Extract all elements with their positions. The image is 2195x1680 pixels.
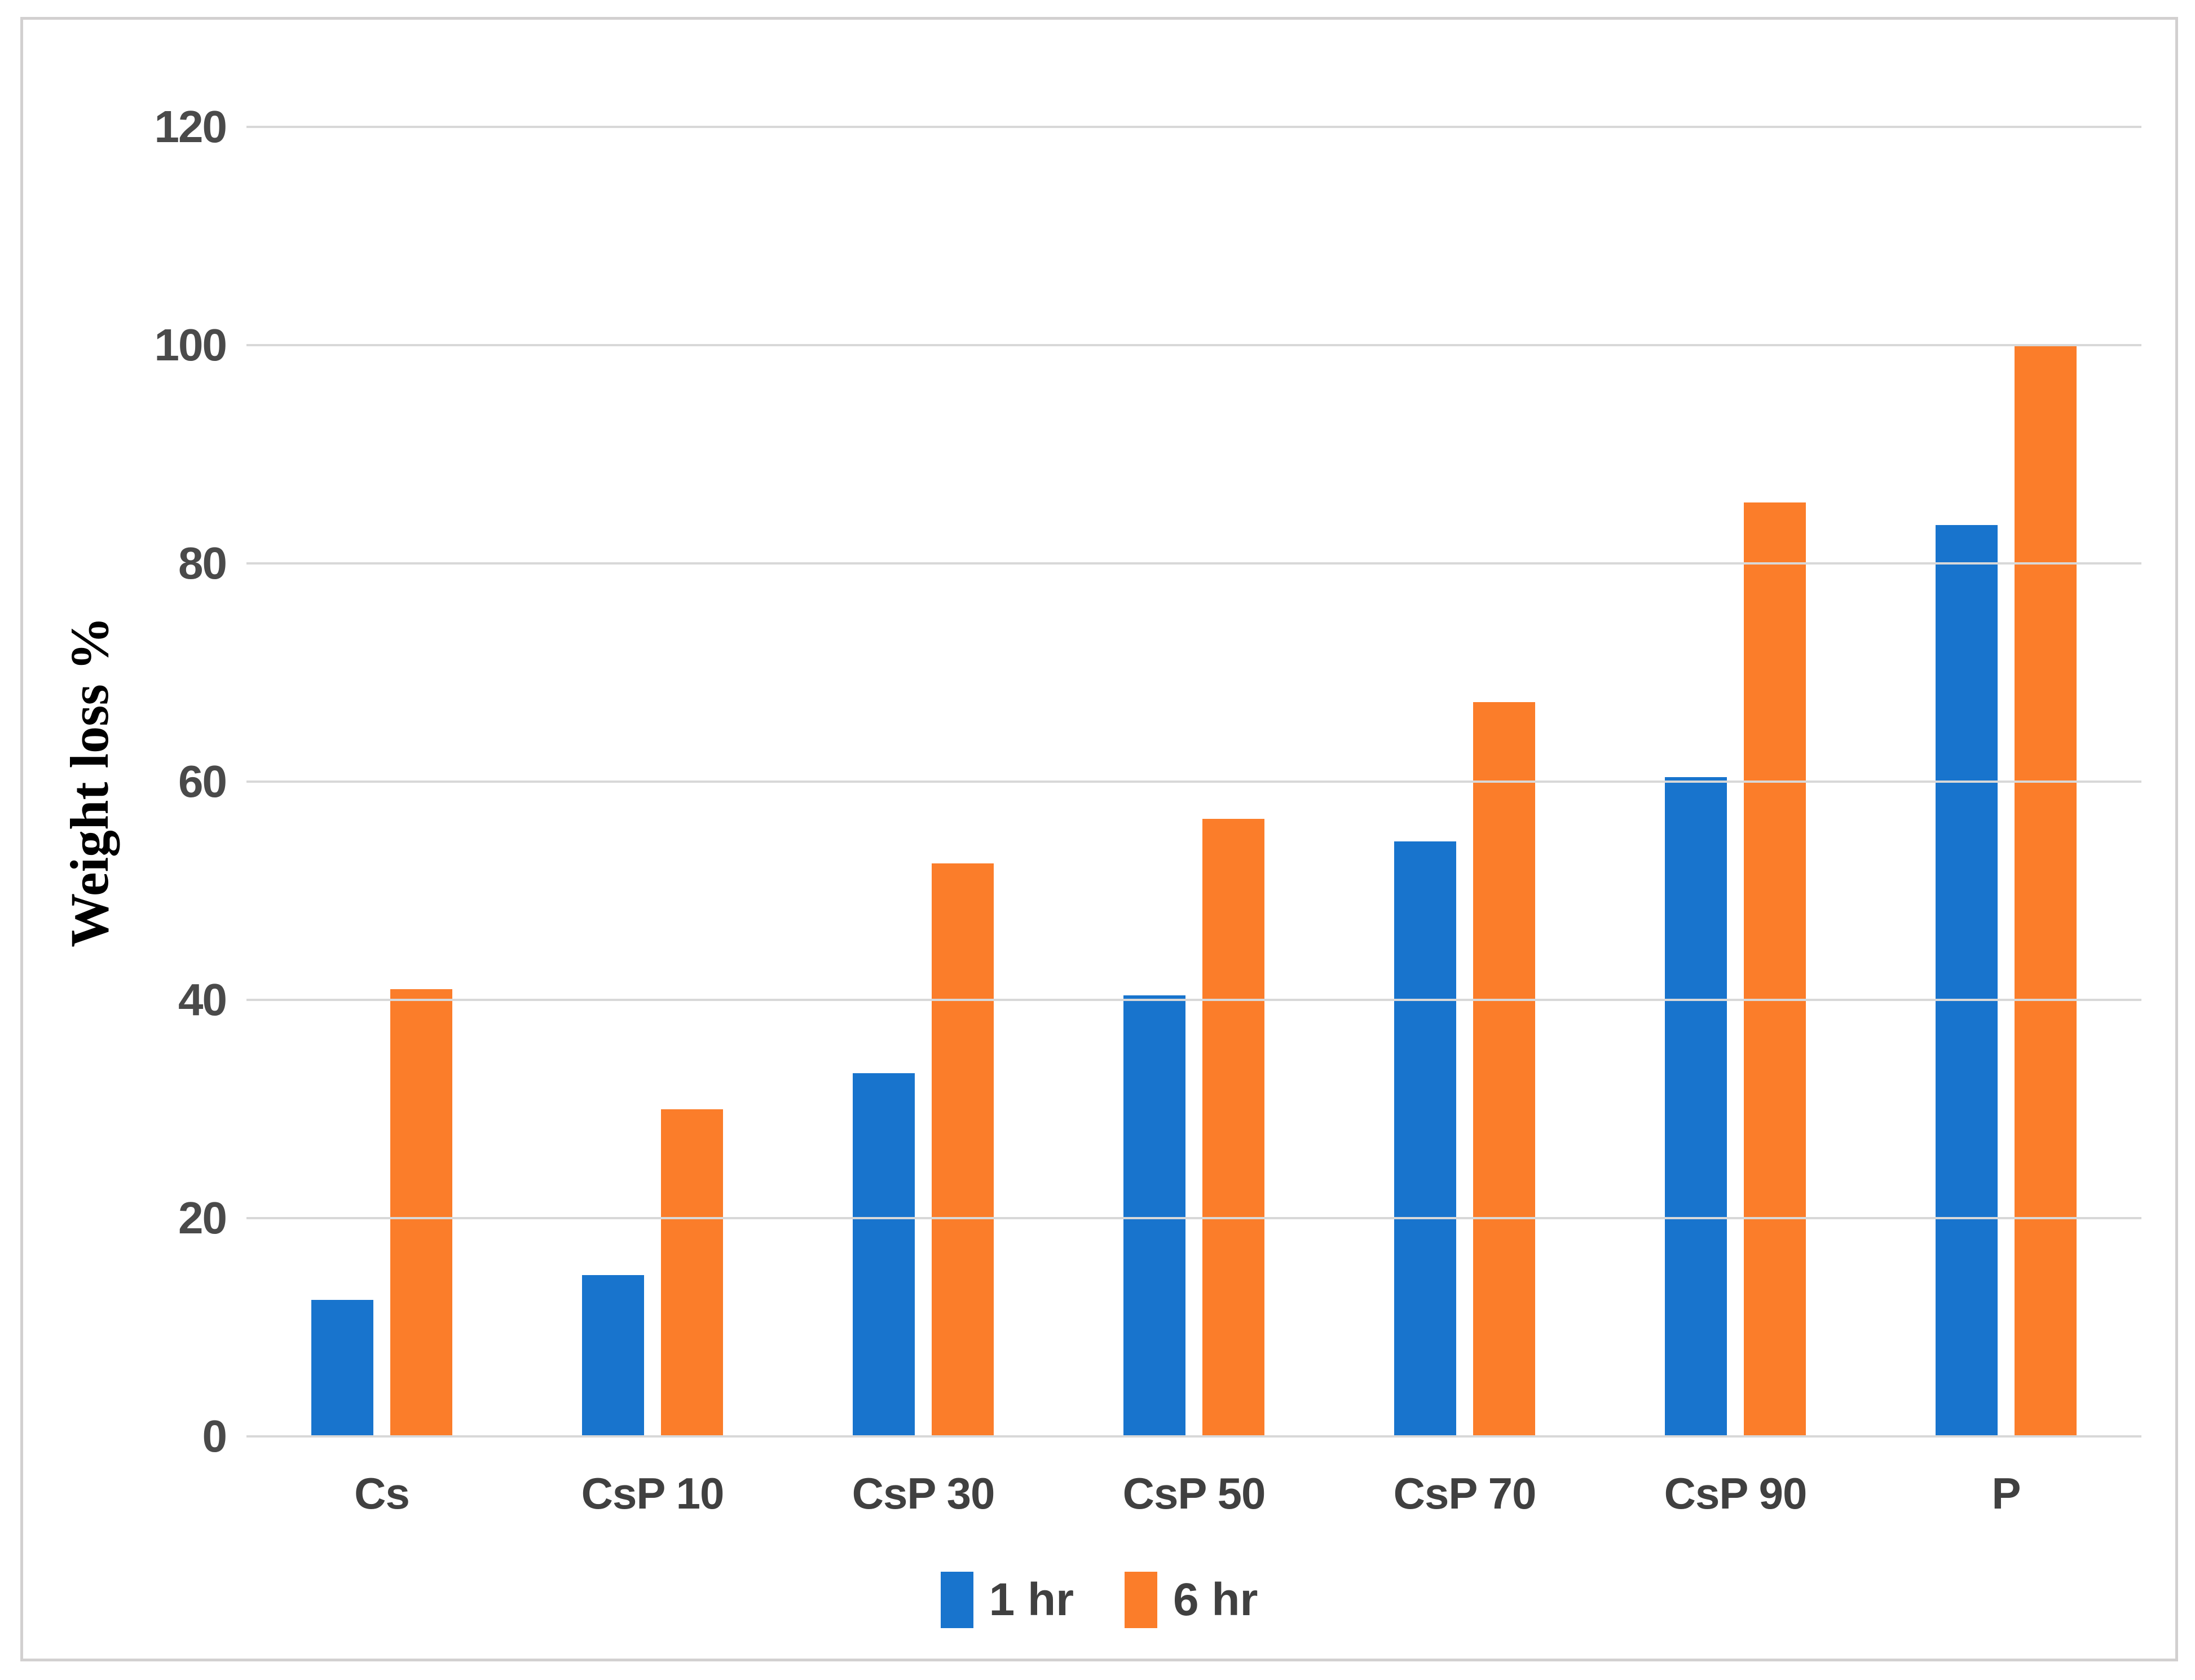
bar-group-p [1871,127,2141,1436]
chart-frame: Weight loss % 0 20 40 60 80 100 120 Cs CsP 10 Cs… [20,17,2178,1661]
y-tick-label-60: 60 [178,756,227,806]
x-category-label-csp-90: CsP 90 [1664,1469,1808,1518]
x-category-label-csp-10: CsP 10 [581,1469,725,1518]
x-category-label-p: P [1991,1469,2021,1518]
bar-group-cs [246,127,517,1436]
legend-item-1hr: 1 hr [940,1572,1074,1628]
bar-group-csp-30 [788,127,1059,1436]
x-category-label-cs: Cs [354,1469,410,1518]
plot-area [246,126,2141,1438]
x-category-label-csp-30: CsP 30 [852,1469,995,1518]
bar-1hr-cs [311,1300,373,1436]
bar-group-csp-70 [1329,127,1600,1436]
legend-label-6hr: 6 hr [1173,1574,1258,1625]
y-axis-tick-labels: 0 20 40 60 80 100 120 [57,102,227,1461]
gridline-100 [246,344,2141,346]
legend-swatch-6hr [1125,1572,1157,1628]
bar-6hr-csp-50 [1202,818,1264,1436]
legend-item-6hr: 6 hr [1125,1572,1258,1628]
bar-1hr-csp-70 [1394,841,1456,1436]
gridline-40 [246,999,2141,1002]
y-tick-label-120: 120 [154,102,227,152]
bar-6hr-cs [390,989,452,1436]
bar-1hr-p [1936,525,1998,1436]
bar-6hr-csp-90 [1744,502,1806,1436]
x-category-label-csp-70: CsP 70 [1393,1469,1537,1518]
bar-1hr-csp-10 [582,1275,644,1436]
legend: 1 hr 6 hr [23,1572,2175,1628]
y-tick-label-100: 100 [154,320,227,370]
bar-6hr-p [2015,345,2077,1436]
legend-label-1hr: 1 hr [989,1574,1074,1625]
bar-6hr-csp-70 [1473,702,1535,1436]
gridline-0 [246,1435,2141,1438]
bar-group-csp-10 [517,127,788,1436]
bar-6hr-csp-10 [661,1109,723,1436]
gridline-80 [246,562,2141,565]
y-tick-label-40: 40 [178,975,227,1025]
bar-1hr-csp-30 [853,1073,915,1436]
gridline-120 [246,126,2141,128]
y-tick-label-80: 80 [178,538,227,588]
y-tick-label-20: 20 [178,1193,227,1243]
bar-group-csp-50 [1059,127,1329,1436]
bar-groups [246,127,2141,1436]
x-axis-category-labels: Cs CsP 10 CsP 30 CsP 50 CsP 70 CsP 90 P [246,1468,2141,1519]
x-category-label-csp-50: CsP 50 [1122,1469,1266,1518]
bar-group-csp-90 [1600,127,1871,1436]
legend-swatch-1hr [940,1572,973,1628]
bar-1hr-csp-50 [1123,995,1185,1436]
y-tick-label-0: 0 [202,1411,227,1461]
bar-1hr-csp-90 [1665,777,1727,1436]
gridline-60 [246,781,2141,783]
bar-6hr-csp-30 [932,863,994,1436]
gridline-20 [246,1217,2141,1220]
